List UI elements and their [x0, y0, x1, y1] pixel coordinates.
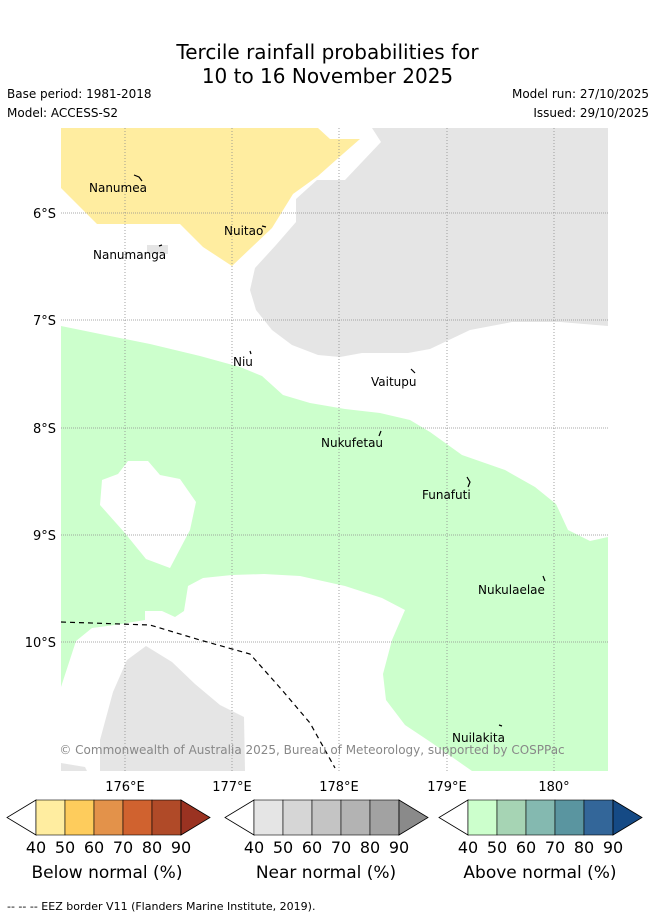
- colorbar-tick-label: 70: [113, 838, 133, 857]
- colorbar-segment: [525, 799, 556, 836]
- island-label: Nukufetau: [321, 436, 383, 450]
- colorbar-legends: 40 50 60 70 80 90 40 50 60 70 80 90 40 50 60 70 80 90: [6, 799, 643, 857]
- near-normal-patch: [497, 128, 528, 147]
- colorbar-tick-label: 60: [84, 838, 104, 857]
- island-label: Nuitao: [224, 224, 263, 238]
- island-label: Nukulaelae: [478, 583, 545, 597]
- copyright-notice: © Commonwealth of Australia 2025, Bureau…: [59, 743, 564, 757]
- colorbar-segment: [496, 799, 527, 836]
- above-normal-colorbar: 40 50 60 70 80 90: [438, 799, 643, 857]
- model-run: Model run: 27/10/2025: [511, 87, 649, 101]
- colorbar-segment: [151, 799, 182, 836]
- lat-label: 7°S: [33, 314, 56, 329]
- colorbar-tick-label: 50: [273, 838, 293, 857]
- map-plot-area: Nanumea Nuitao Nanumanga Niu Vaitupu Nuk…: [59, 128, 608, 771]
- colorbar-segment: [369, 799, 400, 836]
- title-line-2: 10 to 16 November 2025: [201, 64, 454, 88]
- colorbar-tick-label: 60: [516, 838, 536, 857]
- island-label: Niu: [233, 355, 253, 369]
- island-label: Nanumea: [89, 181, 147, 195]
- colorbar-tick-label: 90: [603, 838, 623, 857]
- colorbar-tick-label: 40: [26, 838, 46, 857]
- colorbar-segment: [554, 799, 585, 836]
- title-line-1: Tercile rainfall probabilities for: [176, 40, 479, 64]
- colorbar-extension-high: [180, 799, 211, 836]
- island-shapes: [133, 174, 546, 727]
- colorbar-segment: [253, 799, 284, 836]
- island-label: Nuilakita: [452, 731, 505, 745]
- above-normal-legend-title: Above normal (%): [463, 863, 617, 883]
- colorbar-segment: [35, 799, 66, 836]
- colorbar-tick-label: 40: [244, 838, 264, 857]
- colorbar-tick-label: 90: [389, 838, 409, 857]
- lon-label: 180°: [538, 780, 569, 795]
- colorbar-tick-label: 90: [171, 838, 191, 857]
- colorbar-extension-low: [224, 799, 255, 836]
- colorbar-extension-low: [438, 799, 469, 836]
- lat-label: 8°S: [33, 422, 56, 437]
- colorbar-extension-low: [6, 799, 37, 836]
- below-normal-legend-title: Below normal (%): [31, 863, 183, 883]
- colorbar-segment: [583, 799, 614, 836]
- lat-label: 10°S: [25, 636, 56, 651]
- colorbar-segment: [311, 799, 342, 836]
- lon-label: 179°E: [427, 780, 467, 795]
- model-name: Model: ACCESS-S2: [7, 106, 119, 120]
- lon-label: 176°E: [105, 780, 145, 795]
- colorbar-tick-label: 80: [574, 838, 594, 857]
- near-normal-region: [250, 128, 608, 357]
- eez-border: [61, 621, 336, 769]
- colorbar-tick-label: 70: [545, 838, 565, 857]
- colorbar-tick-label: 80: [360, 838, 380, 857]
- base-period: Base period: 1981-2018: [7, 87, 152, 101]
- near-normal-patch: [147, 245, 168, 254]
- eez-footnote: -- -- -- EEZ border V11 (Flanders Marine…: [7, 900, 316, 913]
- colorbar-tick-label: 50: [487, 838, 507, 857]
- colorbar-segment: [467, 799, 498, 836]
- colorbar-segment: [340, 799, 371, 836]
- colorbar-segment: [122, 799, 153, 836]
- colorbar-tick-label: 70: [331, 838, 351, 857]
- near-normal-legend-title: Near normal (%): [255, 863, 397, 883]
- lon-label: 178°E: [319, 780, 359, 795]
- colorbar-segment: [282, 799, 313, 836]
- island-label: Funafuti: [422, 488, 471, 502]
- lat-label: 9°S: [33, 529, 56, 544]
- near-normal-region-south: [100, 646, 245, 771]
- near-normal-patch: [61, 763, 87, 771]
- lon-label: 177°E: [212, 780, 252, 795]
- colorbar-segment: [93, 799, 124, 836]
- colorbar-extension-high: [398, 799, 429, 836]
- graticule: [61, 128, 608, 771]
- colorbar-segment: [64, 799, 95, 836]
- above-normal-region: [61, 326, 608, 771]
- lat-label: 6°S: [33, 207, 56, 222]
- below-normal-region: [61, 128, 360, 266]
- colorbar-tick-label: 60: [302, 838, 322, 857]
- issued-date: Issued: 29/10/2025: [533, 106, 649, 120]
- below-normal-colorbar: 40 50 60 70 80 90: [6, 799, 211, 857]
- colorbar-tick-label: 50: [55, 838, 75, 857]
- island-label: Nanumanga: [93, 248, 166, 262]
- island-label: Vaitupu: [371, 375, 417, 389]
- near-normal-colorbar: 40 50 60 70 80 90: [224, 799, 429, 857]
- colorbar-tick-label: 40: [458, 838, 478, 857]
- colorbar-extension-high: [612, 799, 643, 836]
- colorbar-tick-label: 80: [142, 838, 162, 857]
